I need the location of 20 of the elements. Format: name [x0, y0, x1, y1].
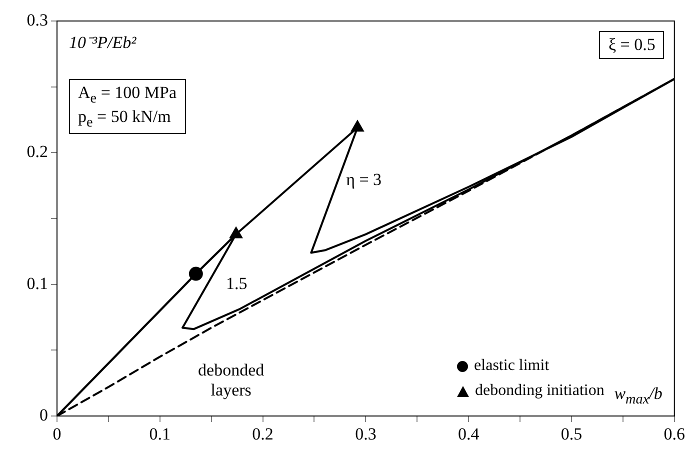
x-tick-label: 0.3 [355, 424, 376, 444]
y-tick-label: 0.1 [26, 274, 48, 293]
annotation: η = 3 [345, 170, 383, 190]
annotation: debonded layers [197, 360, 266, 400]
x-axis-title: w$_{max}$/b [614, 384, 662, 408]
annotation: A$_{e}$ = 100 MPa p$_{e}$ = 50 kN/m [69, 79, 186, 134]
x-tick-label: 0.1 [149, 424, 171, 444]
y-tick-label: 0 [40, 405, 48, 424]
y-tick-label: 0.2 [26, 142, 48, 162]
x-tick-label: 0.2 [252, 424, 274, 444]
y-tick-label: 0.3 [26, 10, 48, 30]
annotation: ξ = 0.5 [599, 31, 664, 59]
legend-label: debonding initiation [475, 382, 604, 400]
annotation: 1.5 [225, 274, 248, 294]
x-tick-label: 0.4 [458, 424, 480, 444]
y-axis-title: 10⁻³P/Eb² [69, 33, 136, 53]
x-tick-label: 0 [52, 424, 62, 444]
x-tick-label: 0.5 [560, 424, 582, 444]
legend-label: elastic limit [474, 357, 550, 374]
x-tick-label: 0.6 [664, 424, 685, 444]
